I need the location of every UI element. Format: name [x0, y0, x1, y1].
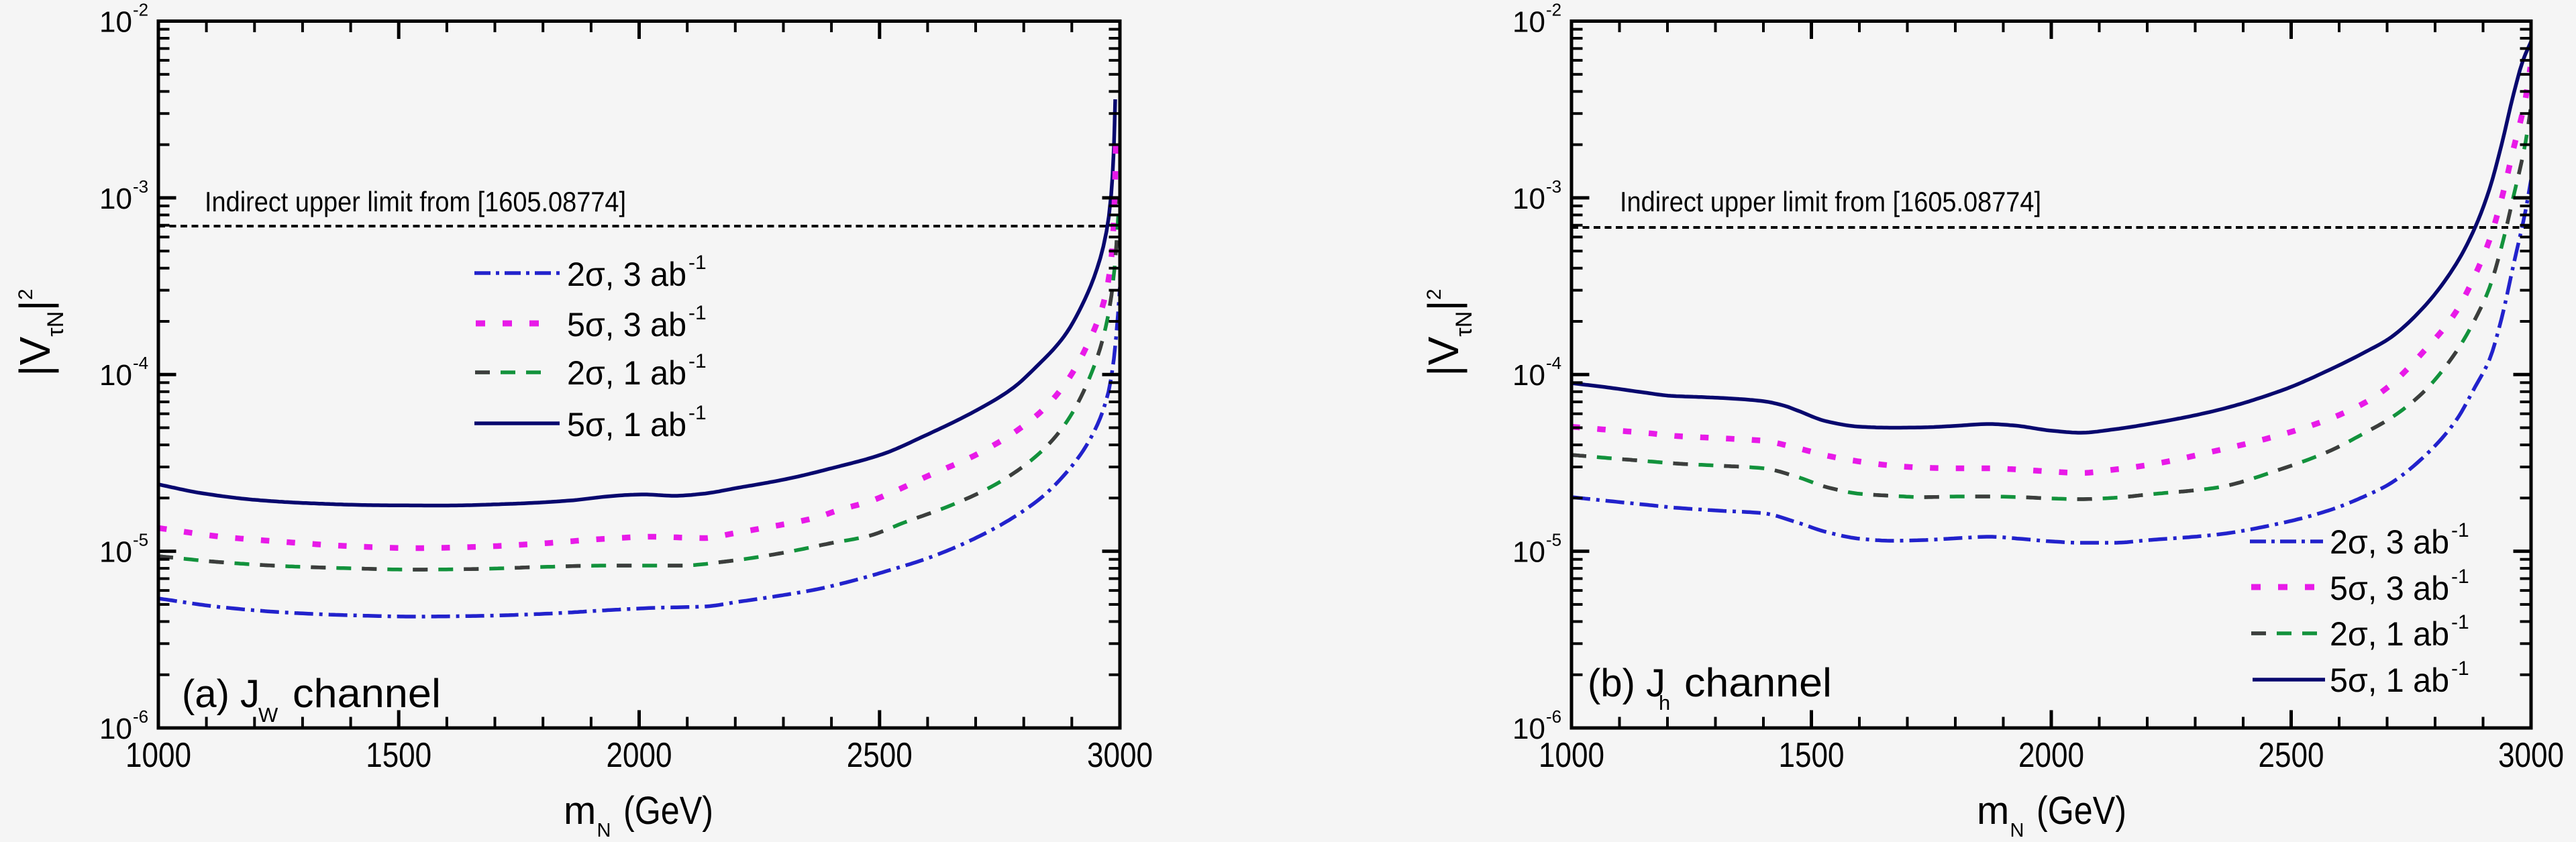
svg-text:3000: 3000 [1087, 736, 1153, 775]
svg-text:1000: 1000 [125, 736, 191, 775]
svg-text:W: W [258, 703, 278, 727]
svg-text:h: h [1659, 691, 1670, 715]
svg-text:-1: -1 [688, 302, 707, 324]
svg-text:-1: -1 [2451, 566, 2469, 588]
svg-text:-6: -6 [1546, 706, 1561, 727]
svg-text:2σ, 1 ab: 2σ, 1 ab [2330, 615, 2449, 653]
svg-text:1500: 1500 [1779, 736, 1845, 775]
svg-text:2σ, 3 ab: 2σ, 3 ab [2330, 523, 2449, 561]
svg-text:N: N [2010, 820, 2024, 839]
svg-text:-1: -1 [688, 402, 707, 424]
svg-text:-3: -3 [1546, 176, 1561, 197]
svg-text:Indirect upper limit from [160: Indirect upper limit from [1605.08774] [1620, 186, 2041, 217]
svg-text:m: m [1977, 789, 2009, 833]
svg-text:N: N [597, 820, 611, 839]
svg-text:(GeV): (GeV) [2037, 789, 2126, 833]
svg-text:channel: channel [293, 671, 441, 716]
svg-text:(GeV): (GeV) [623, 789, 713, 833]
svg-text:-5: -5 [133, 530, 148, 550]
svg-text:(b) J: (b) J [1588, 662, 1665, 705]
svg-text:2500: 2500 [847, 736, 913, 775]
svg-text:(a) J: (a) J [182, 672, 260, 716]
svg-text:5σ, 1 ab: 5σ, 1 ab [567, 406, 686, 443]
svg-text:10: 10 [1512, 713, 1545, 745]
svg-text:-2: -2 [133, 0, 148, 20]
svg-text:2000: 2000 [2018, 736, 2084, 775]
svg-text:10: 10 [99, 536, 132, 569]
svg-text:-1: -1 [2451, 519, 2469, 541]
svg-text:-5: -5 [1546, 530, 1561, 550]
svg-text:2500: 2500 [2259, 736, 2324, 775]
svg-text:3000: 3000 [2498, 736, 2564, 775]
svg-text:-1: -1 [2451, 657, 2469, 680]
svg-text:1500: 1500 [366, 736, 431, 775]
svg-text:10: 10 [99, 713, 132, 745]
svg-text:10: 10 [1512, 6, 1545, 39]
svg-text:1000: 1000 [1539, 736, 1604, 775]
svg-text:-6: -6 [133, 706, 148, 727]
svg-text:2σ, 1 ab: 2σ, 1 ab [567, 354, 686, 392]
svg-text:-4: -4 [133, 353, 148, 373]
svg-text:-1: -1 [2451, 611, 2469, 633]
svg-text:-1: -1 [688, 252, 707, 274]
svg-text:5σ, 3 ab: 5σ, 3 ab [2330, 570, 2449, 607]
svg-text:2000: 2000 [607, 736, 672, 775]
svg-text:10: 10 [99, 6, 132, 39]
svg-text:10: 10 [1512, 182, 1545, 215]
svg-text:channel: channel [1684, 660, 1832, 705]
svg-text:m: m [564, 789, 596, 833]
svg-text:2σ, 3 ab: 2σ, 3 ab [567, 256, 686, 293]
svg-text:10: 10 [99, 182, 132, 215]
svg-text:-1: -1 [688, 350, 707, 372]
svg-text:10: 10 [1512, 536, 1545, 569]
svg-text:-2: -2 [1546, 0, 1561, 20]
svg-text:10: 10 [99, 359, 132, 392]
svg-text:Indirect upper limit from [160: Indirect upper limit from [1605.08774] [205, 186, 626, 217]
svg-text:10: 10 [1512, 359, 1545, 392]
svg-text:5σ, 3 ab: 5σ, 3 ab [567, 306, 686, 344]
svg-text:5σ, 1 ab: 5σ, 1 ab [2330, 662, 2449, 699]
svg-text:-4: -4 [1546, 353, 1561, 373]
svg-text:-3: -3 [133, 176, 148, 197]
